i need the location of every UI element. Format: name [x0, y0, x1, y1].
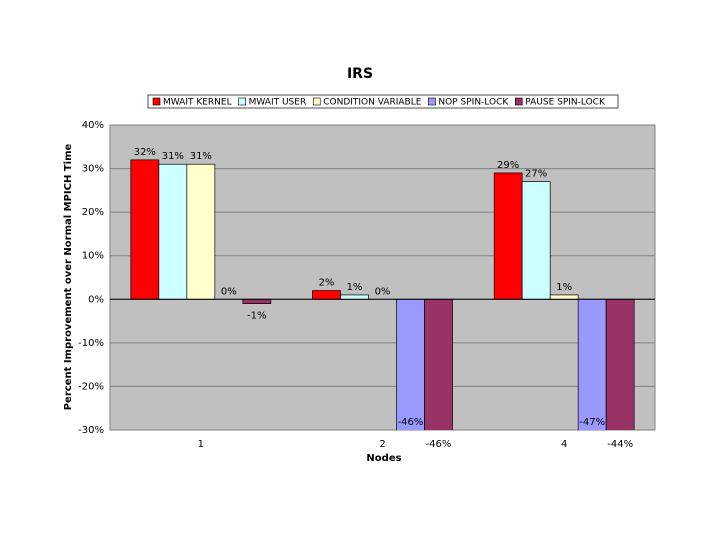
- value-label: 0%: [221, 286, 237, 297]
- legend-swatch: [152, 97, 161, 106]
- x-axis-label: Nodes: [366, 453, 401, 464]
- bar: [424, 298, 453, 430]
- bar: [242, 298, 272, 304]
- legend-swatch: [238, 97, 246, 106]
- legend-box: [147, 94, 619, 109]
- value-label: -46%: [426, 439, 452, 450]
- bar: [186, 163, 216, 300]
- bar: [577, 298, 607, 430]
- legend-swatch: [514, 97, 523, 106]
- legend: MWAIT KERNEL MWAIT USER CONDITION VARIABLE…: [147, 94, 619, 109]
- value-label: 31%: [162, 151, 184, 162]
- bar: [158, 163, 188, 300]
- legend-label: NOP SPIN-LOCK: [438, 98, 509, 108]
- value-label: 32%: [134, 147, 156, 158]
- legend-swatch: [312, 97, 321, 106]
- y-tick-label: -10%: [78, 338, 104, 349]
- value-label: 27%: [525, 169, 547, 180]
- value-label: -44%: [607, 439, 633, 450]
- legend-label: MWAIT KERNEL: [163, 98, 232, 108]
- value-label: 1%: [347, 282, 363, 293]
- y-tick-label: 30%: [82, 164, 104, 175]
- bar: [549, 294, 579, 300]
- bar: [312, 290, 341, 300]
- bar: [396, 298, 425, 430]
- value-label: -46%: [398, 417, 424, 428]
- y-tick-label: -20%: [78, 381, 104, 392]
- x-tick-label: 2: [379, 439, 385, 450]
- y-axis-label: Percent Improvement over Normal MPICH Ti…: [63, 143, 74, 410]
- y-tick-label: 10%: [82, 251, 104, 262]
- value-label: 31%: [190, 151, 212, 162]
- legend-label: CONDITION VARIABLE: [323, 98, 422, 108]
- chart-title: IRS: [347, 66, 373, 82]
- bar: [521, 181, 551, 300]
- y-tick-label: 20%: [82, 207, 104, 218]
- bar: [493, 172, 523, 300]
- legend-label: MWAIT USER: [249, 98, 307, 108]
- value-label: 0%: [375, 286, 391, 297]
- bar: [130, 159, 160, 300]
- x-tick-label: 1: [198, 439, 204, 450]
- bar: [340, 294, 369, 300]
- legend-label: PAUSE SPIN-LOCK: [525, 98, 606, 108]
- y-tick-label: 0%: [88, 294, 104, 305]
- value-label: -47%: [579, 417, 605, 428]
- bar: [605, 298, 635, 430]
- x-tick-label: 4: [561, 439, 567, 450]
- y-tick-label: 40%: [82, 120, 104, 131]
- value-label: -1%: [247, 311, 266, 322]
- value-label: 2%: [319, 278, 335, 289]
- value-label: 29%: [497, 160, 519, 171]
- y-tick-label: -30%: [78, 425, 104, 436]
- legend-swatch: [428, 97, 436, 106]
- value-label: 1%: [556, 282, 572, 293]
